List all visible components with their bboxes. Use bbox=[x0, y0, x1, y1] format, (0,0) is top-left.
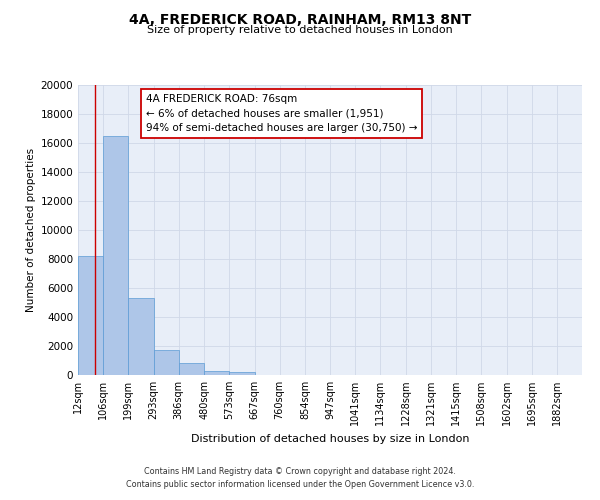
Bar bbox=[103, 136, 128, 375]
Text: Contains HM Land Registry data © Crown copyright and database right 2024.
Contai: Contains HM Land Registry data © Crown c… bbox=[126, 467, 474, 489]
Bar bbox=[204, 372, 229, 375]
Bar bbox=[78, 256, 103, 375]
X-axis label: Distribution of detached houses by size in London: Distribution of detached houses by size … bbox=[191, 434, 469, 444]
Y-axis label: Number of detached properties: Number of detached properties bbox=[26, 148, 36, 312]
Bar bbox=[128, 298, 154, 375]
Text: 4A FREDERICK ROAD: 76sqm
← 6% of detached houses are smaller (1,951)
94% of semi: 4A FREDERICK ROAD: 76sqm ← 6% of detache… bbox=[146, 94, 418, 134]
Text: Size of property relative to detached houses in London: Size of property relative to detached ho… bbox=[147, 25, 453, 35]
Text: 4A, FREDERICK ROAD, RAINHAM, RM13 8NT: 4A, FREDERICK ROAD, RAINHAM, RM13 8NT bbox=[129, 12, 471, 26]
Bar bbox=[229, 372, 254, 375]
Bar bbox=[179, 364, 204, 375]
Bar bbox=[154, 350, 179, 375]
